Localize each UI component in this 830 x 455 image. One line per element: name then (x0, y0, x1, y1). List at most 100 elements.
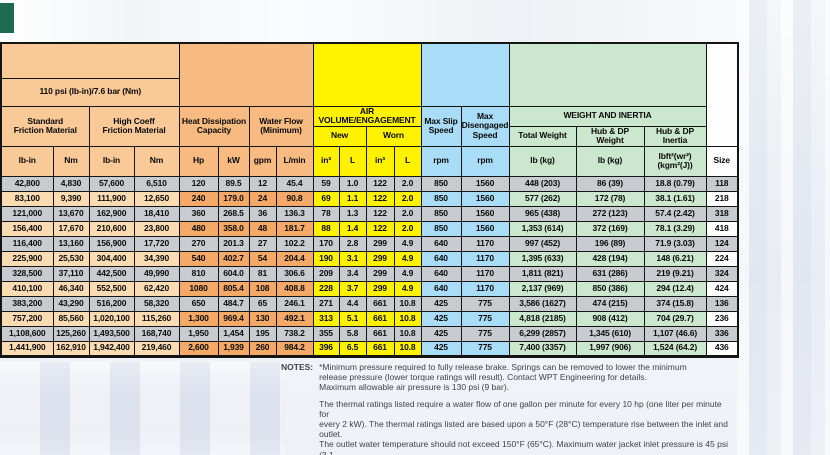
cell: 118 (705, 175, 739, 192)
cell: 122 (365, 205, 395, 222)
table-row: 156,400 17,670 210,600 23,800 480 358.0 48 181.… (0, 220, 739, 237)
cell: 5.8 (338, 325, 367, 342)
cell: 18.8 (0.79) (643, 175, 707, 192)
cell: 2,137 (969) (508, 280, 577, 297)
cell: 6,299 (2857) (508, 325, 577, 342)
cell: 738.2 (275, 325, 314, 342)
cell: 4.9 (393, 235, 422, 252)
unit-l-min: L/min (275, 145, 314, 177)
unit-hp: Hp (178, 145, 219, 177)
cell: 271 (312, 295, 340, 312)
cell: 1,942,400 (88, 340, 135, 357)
cell: 81 (248, 265, 277, 282)
cell: 190 (312, 250, 340, 267)
cell: 428 (194) (575, 250, 645, 267)
unit-nm: Nm (133, 145, 180, 177)
header-worn: Worn (365, 125, 422, 147)
cell: 210,600 (88, 220, 135, 237)
cell: 1.0 (338, 175, 367, 192)
cell: 1170 (460, 250, 510, 267)
notes-body: *Minimum pressure required to fully rele… (319, 362, 733, 455)
cell: 4,818 (2185) (508, 310, 577, 327)
cell: 4.9 (393, 265, 422, 282)
cell: 2.8 (338, 235, 367, 252)
cell: 228 (312, 280, 340, 297)
cell: 13,160 (52, 235, 90, 252)
table-row: 757,200 85,560 1,020,100 115,260 1,300 969.4 1… (0, 310, 739, 327)
cell: 3,586 (1627) (508, 295, 577, 312)
cell: 18,410 (133, 205, 180, 222)
cell: 516,200 (88, 295, 135, 312)
cell: 1.1 (338, 190, 367, 207)
cell: 240 (178, 190, 219, 207)
cell: 108 (248, 280, 277, 297)
cell: 2.0 (393, 190, 422, 207)
notes-label: NOTES: (281, 362, 314, 372)
cell: 25,530 (52, 250, 90, 267)
cell: 4.4 (338, 295, 367, 312)
cell: 218 (705, 190, 739, 207)
header-max-slip-speed: Max Slip Speed (420, 105, 462, 147)
header-hub-dp-weight: Hub & DP Weight (575, 125, 645, 147)
cell: 299 (365, 250, 395, 267)
unit-lb-kg-: lb (kg) (575, 145, 645, 177)
cell: 757,200 (0, 310, 54, 327)
cell: 775 (460, 340, 510, 357)
cell: 130 (248, 310, 277, 327)
cell: 2.0 (393, 220, 422, 237)
cell: 3.4 (338, 265, 367, 282)
header-standard-friction: Standard Friction Material (0, 105, 90, 147)
cell: 1,950 (178, 325, 219, 342)
logo-green-square (0, 3, 14, 33)
header-row-subgroups: New Worn Total Weight Hub & DP Weight Hu… (1, 125, 738, 147)
pressure-header: 110 psi (lb-in)/7.6 bar (Nm) (0, 77, 180, 107)
cell: 148 (6.21) (643, 250, 707, 267)
cell: 37,110 (52, 265, 90, 282)
cell: 360 (178, 205, 219, 222)
cell: 1170 (460, 280, 510, 297)
cell: 219 (9.21) (643, 265, 707, 282)
cell: 372 (169) (575, 220, 645, 237)
cell: 436 (705, 340, 739, 357)
cell: 425 (420, 295, 462, 312)
cell: 2.0 (393, 175, 422, 192)
cell: 850 (420, 175, 462, 192)
header-blank-size (705, 42, 739, 147)
cell: 181.7 (275, 220, 314, 237)
cell: 997 (452) (508, 235, 577, 252)
cell: 424 (705, 280, 739, 297)
cell: 1560 (460, 190, 510, 207)
cell: 294 (12.4) (643, 280, 707, 297)
cell: 201.3 (217, 235, 250, 252)
header-high-coeff: High Coeff Friction Material (88, 105, 180, 147)
cell: 86 (39) (575, 175, 645, 192)
cell: 196 (89) (575, 235, 645, 252)
cell: 102.2 (275, 235, 314, 252)
cell: 775 (460, 295, 510, 312)
cell: 775 (460, 325, 510, 342)
cell: 90.8 (275, 190, 314, 207)
cell: 304,400 (88, 250, 135, 267)
cell: 115,260 (133, 310, 180, 327)
cell: 236 (705, 310, 739, 327)
cell: 425 (420, 325, 462, 342)
cell: 45.4 (275, 175, 314, 192)
cell: 2.0 (393, 205, 422, 222)
cell: 136.3 (275, 205, 314, 222)
cell: 661 (365, 325, 395, 342)
table-row: 1,441,900 162,910 1,942,400 219,460 2,600 1,9… (0, 340, 739, 357)
cell: 1170 (460, 265, 510, 282)
cell: 552,500 (88, 280, 135, 297)
unit-lb-kg-: lb (kg) (508, 145, 577, 177)
cell: 313 (312, 310, 340, 327)
cell: 49,990 (133, 265, 180, 282)
cell: 1,493,500 (88, 325, 135, 342)
cell: 474 (215) (575, 295, 645, 312)
table-row: 42,800 4,830 57,600 6,510 120 89.5 12 45.4 59 1.0… (0, 175, 739, 192)
header-new: New (312, 125, 367, 147)
cell: 88 (312, 220, 340, 237)
cell: 54 (248, 250, 277, 267)
unit-in-: in³ (365, 145, 395, 177)
